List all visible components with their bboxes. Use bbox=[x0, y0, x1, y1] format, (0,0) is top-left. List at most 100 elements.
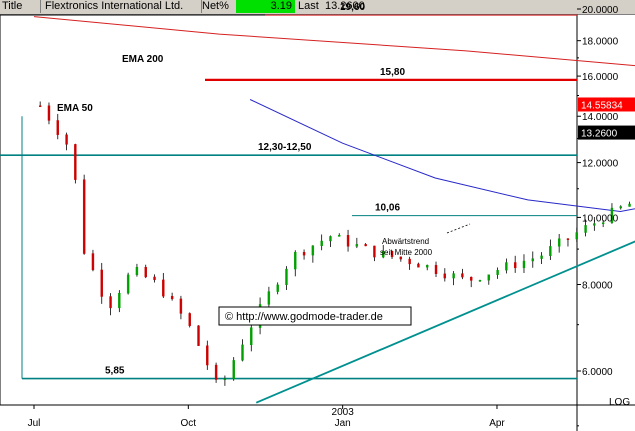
candle-body bbox=[170, 295, 174, 300]
chart-header: Title Flextronics International Ltd. Net… bbox=[0, 0, 635, 15]
candle-body bbox=[346, 235, 350, 247]
ema200-tag-box bbox=[578, 97, 635, 112]
x-month-label: Jan bbox=[335, 418, 351, 429]
candle-body bbox=[38, 105, 42, 107]
candle-body bbox=[285, 268, 288, 286]
x-month-label: Oct bbox=[181, 418, 197, 429]
support-1006-label: 10,06 bbox=[375, 203, 400, 214]
candle-body bbox=[179, 298, 183, 314]
candle-body bbox=[267, 291, 271, 305]
candle-body bbox=[584, 225, 587, 233]
candle-body bbox=[329, 236, 332, 242]
ema200-line bbox=[33, 16, 635, 67]
time-axis: JulOctJanAprJulOctJanAprJulOctJanAprJulO… bbox=[28, 405, 505, 429]
candle-body bbox=[276, 284, 279, 292]
candle-body bbox=[56, 120, 59, 135]
candle-body bbox=[452, 273, 455, 279]
candle-body bbox=[610, 207, 614, 223]
candle-body bbox=[549, 246, 552, 257]
ema200-tag-label: 14.55834 bbox=[581, 100, 623, 111]
candle-body bbox=[188, 313, 191, 326]
y-tick-label: 16.0000 bbox=[582, 72, 619, 83]
y-tick-label: 20.0000 bbox=[582, 5, 619, 16]
watermark-text: © http://www.godmode-trader.de bbox=[225, 311, 383, 323]
candle-body bbox=[197, 325, 200, 346]
net-label: Net% bbox=[201, 0, 236, 13]
candle-body bbox=[206, 345, 209, 366]
trend-lines bbox=[255, 240, 635, 404]
candle-body bbox=[390, 251, 394, 258]
candle-body bbox=[399, 256, 403, 260]
trend-note-pointer bbox=[446, 223, 471, 234]
candle-body bbox=[109, 296, 112, 309]
candle-body bbox=[100, 269, 103, 297]
chart-grid bbox=[0, 14, 635, 431]
candle-body bbox=[496, 270, 499, 275]
candle-body bbox=[557, 238, 561, 247]
candle-body bbox=[540, 255, 543, 259]
candle-body bbox=[153, 276, 156, 281]
candle-body bbox=[118, 293, 121, 309]
y-tick-label: 8.0000 bbox=[582, 281, 613, 292]
ema50-annotation: EMA 50 bbox=[57, 103, 93, 114]
candles bbox=[38, 101, 631, 386]
ema200-annotation: EMA 200 bbox=[122, 54, 164, 65]
candle-body bbox=[364, 244, 367, 247]
candle-body bbox=[91, 253, 95, 271]
last-price-tag-box bbox=[578, 125, 635, 140]
candle-body bbox=[74, 144, 77, 180]
candle-body bbox=[487, 274, 490, 281]
candle-body bbox=[320, 240, 323, 247]
y-tick-label: 14.0000 bbox=[582, 112, 619, 123]
last-label: Last bbox=[298, 0, 319, 12]
horizontal-levels: 19,60 15,80 12,30-12,50 10,06 5,85 bbox=[0, 2, 577, 380]
candle-body bbox=[505, 262, 508, 271]
candle-body bbox=[65, 134, 68, 145]
y-tick-label: 18.0000 bbox=[582, 37, 619, 48]
y-tick-label: 10.0000 bbox=[582, 213, 619, 224]
candle-body bbox=[628, 203, 631, 207]
y-tick-label: 6.0000 bbox=[582, 367, 613, 378]
x-month-label: Apr bbox=[489, 418, 505, 429]
watermark-box bbox=[218, 306, 412, 326]
candle-body bbox=[382, 251, 385, 258]
trend-note-line-1: Abwärtstrend bbox=[382, 237, 429, 246]
candle-body bbox=[593, 223, 596, 226]
uptrend-line bbox=[255, 240, 635, 404]
candle-body bbox=[338, 235, 341, 237]
ema50-line bbox=[249, 99, 635, 213]
candle-body bbox=[408, 258, 411, 265]
price-axis: 6.0000 8.0000 10.0000 12.0000 14.0000 16.0000… bbox=[577, 5, 635, 427]
candle-body bbox=[513, 262, 517, 269]
candle-body bbox=[575, 232, 578, 240]
resistance-1580-label: 15,80 bbox=[380, 67, 405, 78]
candle-body bbox=[144, 266, 147, 278]
instrument-name: Flextronics International Ltd. bbox=[45, 0, 184, 12]
support-585-label: 5,85 bbox=[105, 366, 125, 377]
candle-body bbox=[417, 263, 420, 268]
candle-body bbox=[426, 264, 429, 268]
moving-averages bbox=[33, 16, 635, 213]
support-1230-label: 12,30-12,50 bbox=[258, 142, 312, 153]
trend-note-line-2: seit Mitte 2000 bbox=[380, 248, 433, 257]
y-tick-label: 12.0000 bbox=[582, 159, 619, 170]
candle-body bbox=[302, 252, 306, 256]
candle-body bbox=[531, 258, 534, 262]
candle-body bbox=[470, 276, 473, 281]
candle-body bbox=[241, 344, 244, 361]
candle-body bbox=[162, 279, 165, 297]
candle-body bbox=[311, 245, 315, 256]
candle-body bbox=[82, 179, 86, 254]
plot-frame bbox=[0, 14, 578, 406]
last-price-tag-label: 13.2600 bbox=[581, 129, 618, 140]
scale-label: LOG bbox=[609, 397, 630, 408]
candle-body bbox=[443, 273, 447, 279]
candle-body bbox=[214, 364, 218, 380]
candle-body bbox=[294, 252, 297, 270]
candle-body bbox=[126, 274, 130, 294]
candle-body bbox=[373, 245, 376, 258]
title-label: Title bbox=[2, 0, 41, 13]
candle-body bbox=[223, 378, 227, 381]
candle-body bbox=[47, 105, 51, 121]
